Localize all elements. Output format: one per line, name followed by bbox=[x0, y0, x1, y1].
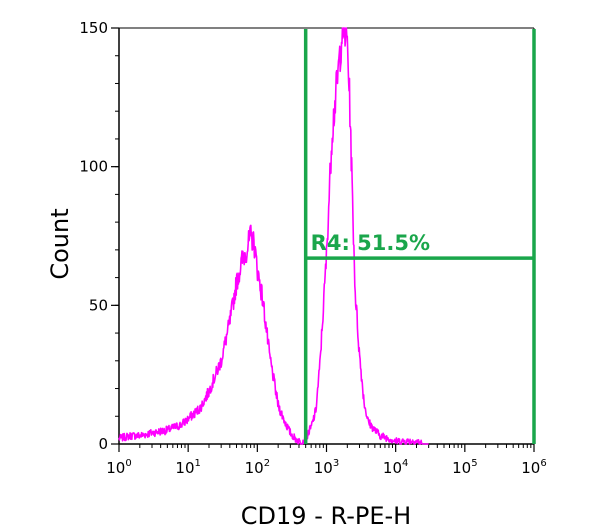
y-tick-label: 100 bbox=[79, 158, 108, 176]
y-tick-label: 0 bbox=[98, 435, 108, 453]
y-tick-label: 150 bbox=[79, 19, 108, 37]
y-tick-label: 50 bbox=[89, 296, 108, 314]
histogram-series-line bbox=[118, 27, 430, 445]
x-tick-label: 100 bbox=[106, 458, 131, 477]
series-layer bbox=[118, 27, 430, 445]
x-tick-label: 104 bbox=[383, 458, 408, 477]
x-tick-label: 102 bbox=[245, 458, 270, 477]
x-axis-ticks: 100 101 102 103 104 105 106 bbox=[106, 444, 547, 477]
x-axis-title: CD19 - R-PE-H bbox=[241, 502, 411, 530]
x-tick-label: 106 bbox=[521, 458, 546, 477]
y-axis-title: Count bbox=[46, 208, 74, 279]
x-tick-label: 103 bbox=[314, 458, 339, 477]
gate-label: R4: 51.5% bbox=[311, 231, 430, 255]
y-axis-ticks: 0 50 100 150 bbox=[79, 19, 119, 453]
x-tick-label: 105 bbox=[452, 458, 477, 477]
gate-layer: R4: 51.5% bbox=[303, 29, 536, 444]
x-tick-label: 101 bbox=[175, 458, 200, 477]
